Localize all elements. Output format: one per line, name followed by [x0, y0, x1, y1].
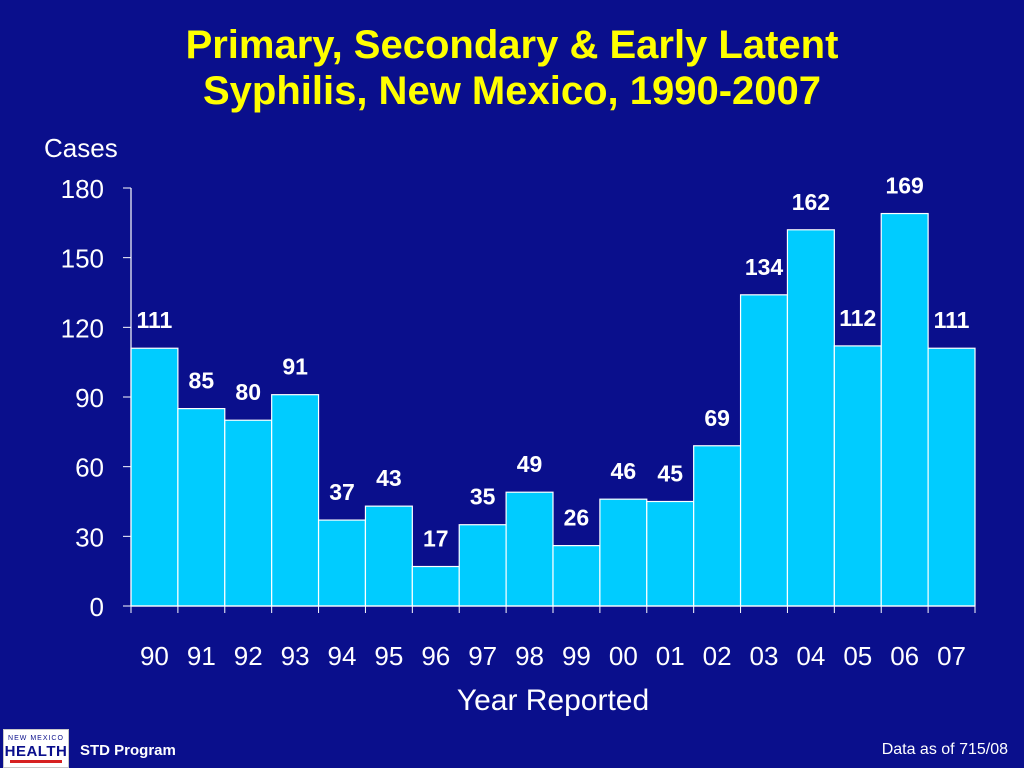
data-label-94: 37: [329, 479, 355, 505]
data-label-07: 111: [934, 307, 970, 333]
bar-91: [177, 408, 226, 607]
program-name: STD Program: [80, 742, 176, 759]
axes-group: [123, 187, 976, 613]
data-label-99: 26: [564, 505, 590, 531]
data-label-05: 112: [839, 305, 876, 331]
data-label-91: 85: [189, 368, 215, 394]
bar-99: [552, 545, 601, 607]
y-tick-label-30: 30: [75, 522, 104, 552]
bar-93: [271, 394, 320, 607]
bar-90: [130, 347, 179, 607]
tick-labels-group: 90 91 92 93 94 95 96 97 98 99 00 01 02 03 04 05 06 07 0 30 6…: [61, 174, 966, 671]
x-tick-label-93: 93: [281, 641, 310, 671]
chart-title-line1: Primary, Secondary & Early Latent: [185, 23, 839, 67]
x-tick-label-05: 05: [843, 641, 872, 671]
nm-health-logo: NEW MEXICO HEALTH: [3, 729, 69, 768]
data-label-03: 134: [745, 254, 784, 280]
data-as-of: Data as of 715/08: [881, 741, 1008, 758]
x-tick-label-01: 01: [656, 641, 685, 671]
data-label-01: 45: [657, 461, 683, 487]
x-tick-label-07: 07: [937, 641, 966, 671]
data-label-98: 49: [517, 451, 543, 477]
y-tick-label-0: 0: [90, 592, 104, 622]
data-label-95: 43: [376, 465, 402, 491]
x-tick-label-94: 94: [328, 641, 357, 671]
bar-06: [880, 212, 929, 607]
data-label-93: 91: [282, 354, 308, 380]
bar-96: [411, 565, 460, 607]
chart-title-line2: Syphilis, New Mexico, 1990-2007: [202, 69, 822, 113]
x-tick-label-02: 02: [703, 641, 732, 671]
bar-05: [833, 345, 882, 607]
bar-00: [599, 498, 648, 607]
bar-97: [458, 524, 507, 607]
bar-92: [224, 419, 273, 607]
y-tick-label-180: 180: [61, 174, 104, 204]
bar-98: [505, 491, 554, 607]
x-tick-label-90: 90: [140, 641, 169, 671]
data-label-02: 69: [704, 405, 730, 431]
bar-chart: Cases Year Reported 90 91 92 93 94 95 96 97 98 99…: [44, 133, 976, 717]
x-tick-label-97: 97: [468, 641, 497, 671]
bar-01: [646, 500, 695, 607]
logo-accent-bar: [10, 760, 62, 763]
x-tick-label-95: 95: [374, 641, 403, 671]
data-label-96: 17: [423, 526, 449, 552]
data-label-00: 46: [611, 458, 637, 484]
y-tick-label-90: 90: [75, 383, 104, 413]
chart-title: Primary, Secondary & Early Latent Syphil…: [0, 22, 1024, 114]
x-tick-label-98: 98: [515, 641, 544, 671]
x-axis-label: Year Reported: [457, 684, 649, 717]
data-label-06: 169: [885, 173, 923, 199]
bar-94: [317, 519, 367, 607]
bar-04: [786, 229, 835, 607]
data-label-97: 35: [470, 484, 496, 510]
bar-07: [927, 347, 976, 607]
data-labels-group: 111 85 80 91 37 43 17 35 49 26 46 45 69 134 162 112 169 1…: [137, 173, 970, 552]
x-tick-label-92: 92: [234, 641, 263, 671]
logo-main-text: HEALTH: [4, 743, 68, 760]
x-tick-label-03: 03: [750, 641, 779, 671]
x-tick-label-00: 00: [609, 641, 638, 671]
data-label-92: 80: [235, 379, 261, 405]
data-label-04: 162: [792, 189, 830, 215]
x-tick-label-04: 04: [796, 641, 825, 671]
x-tick-label-96: 96: [421, 641, 450, 671]
logo-top-text: NEW MEXICO: [8, 735, 64, 742]
bar-03: [739, 294, 789, 607]
x-tick-label-91: 91: [187, 641, 216, 671]
bar-02: [693, 445, 742, 607]
x-tick-label-99: 99: [562, 641, 591, 671]
bars-group: [130, 212, 976, 607]
y-axis-label: Cases: [44, 133, 118, 163]
x-tick-label-06: 06: [890, 641, 919, 671]
data-label-90: 111: [137, 307, 173, 333]
bar-95: [364, 505, 413, 607]
y-tick-label-120: 120: [61, 313, 104, 343]
y-tick-label-60: 60: [75, 453, 104, 483]
y-tick-label-150: 150: [61, 244, 104, 274]
